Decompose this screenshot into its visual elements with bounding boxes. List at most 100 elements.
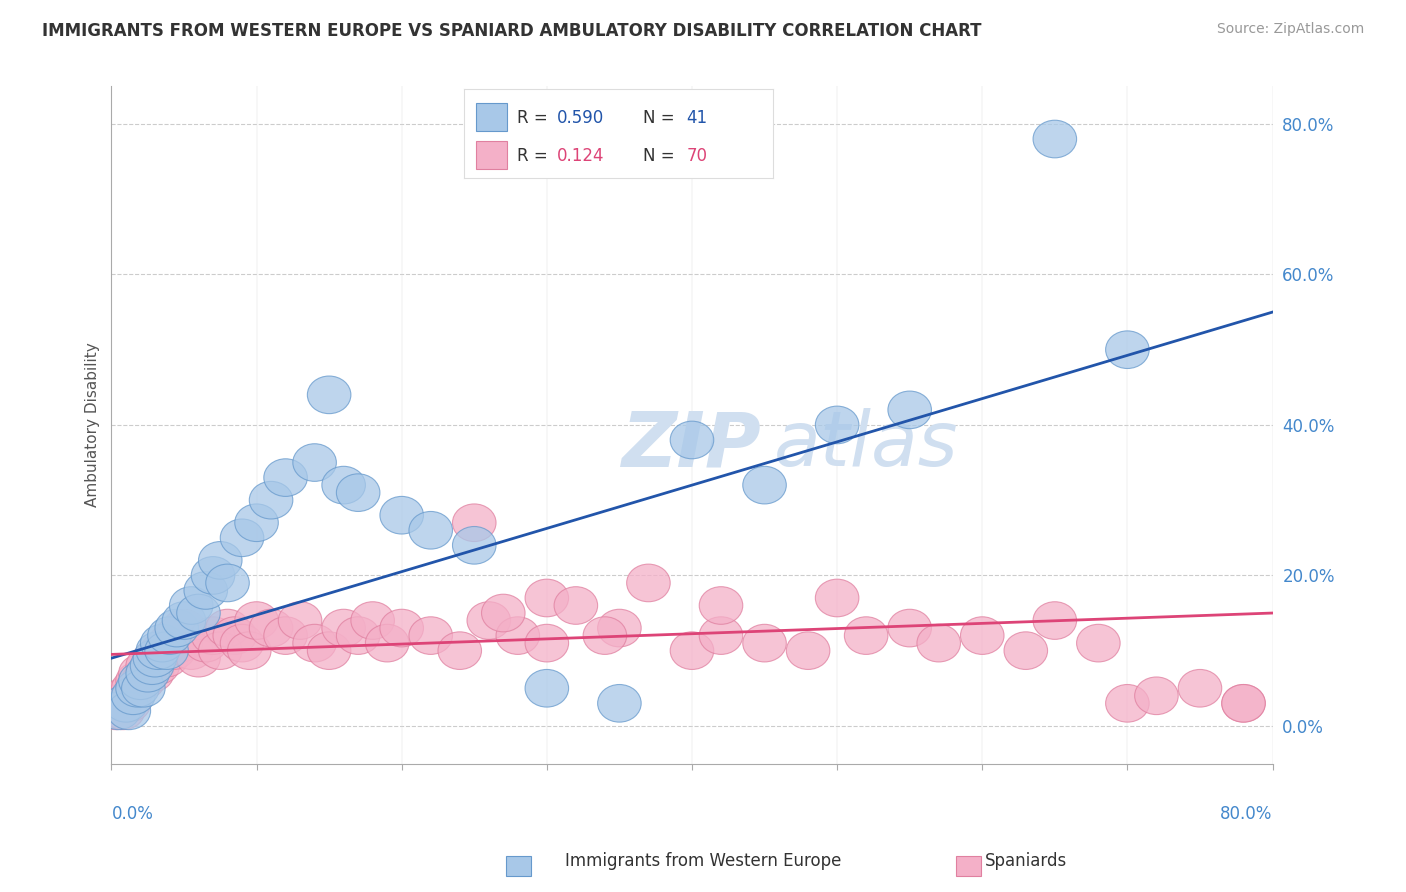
Ellipse shape: [136, 632, 180, 670]
Ellipse shape: [496, 616, 540, 655]
Ellipse shape: [1222, 684, 1265, 723]
Ellipse shape: [184, 572, 228, 609]
Ellipse shape: [598, 609, 641, 647]
Ellipse shape: [249, 609, 292, 647]
Ellipse shape: [97, 692, 141, 730]
Ellipse shape: [699, 587, 742, 624]
Ellipse shape: [118, 662, 162, 699]
Ellipse shape: [1105, 331, 1149, 368]
Ellipse shape: [292, 443, 336, 482]
Ellipse shape: [322, 609, 366, 647]
Ellipse shape: [524, 670, 568, 707]
Ellipse shape: [627, 564, 671, 602]
Ellipse shape: [598, 684, 641, 723]
Ellipse shape: [1222, 684, 1265, 723]
Ellipse shape: [191, 557, 235, 594]
Ellipse shape: [742, 467, 786, 504]
Ellipse shape: [409, 511, 453, 549]
Ellipse shape: [127, 655, 170, 692]
Ellipse shape: [336, 474, 380, 511]
Ellipse shape: [191, 616, 235, 655]
Ellipse shape: [111, 677, 155, 714]
Ellipse shape: [554, 587, 598, 624]
Ellipse shape: [162, 602, 205, 640]
FancyBboxPatch shape: [477, 103, 508, 131]
Ellipse shape: [336, 616, 380, 655]
Ellipse shape: [141, 632, 184, 670]
Ellipse shape: [107, 684, 150, 723]
Ellipse shape: [115, 670, 159, 707]
Ellipse shape: [214, 616, 256, 655]
Ellipse shape: [136, 647, 180, 684]
Ellipse shape: [134, 640, 177, 677]
Ellipse shape: [159, 624, 202, 662]
Ellipse shape: [127, 647, 170, 684]
Ellipse shape: [115, 662, 159, 699]
Ellipse shape: [380, 497, 423, 534]
Ellipse shape: [1135, 677, 1178, 714]
Ellipse shape: [467, 602, 510, 640]
Ellipse shape: [409, 616, 453, 655]
Ellipse shape: [162, 609, 205, 647]
Ellipse shape: [366, 624, 409, 662]
Ellipse shape: [264, 616, 308, 655]
Ellipse shape: [308, 376, 352, 414]
Ellipse shape: [104, 684, 148, 723]
Ellipse shape: [889, 391, 931, 429]
Ellipse shape: [177, 640, 221, 677]
Ellipse shape: [292, 624, 336, 662]
Text: 41: 41: [686, 109, 707, 127]
Ellipse shape: [815, 579, 859, 616]
Ellipse shape: [148, 624, 191, 662]
Ellipse shape: [352, 602, 395, 640]
Ellipse shape: [145, 640, 188, 677]
Ellipse shape: [583, 616, 627, 655]
Ellipse shape: [917, 624, 960, 662]
Ellipse shape: [205, 564, 249, 602]
Ellipse shape: [118, 655, 162, 692]
Ellipse shape: [111, 670, 155, 707]
Ellipse shape: [1004, 632, 1047, 670]
Ellipse shape: [97, 684, 141, 723]
Ellipse shape: [131, 647, 174, 684]
Ellipse shape: [1033, 120, 1077, 158]
Ellipse shape: [94, 692, 138, 730]
Ellipse shape: [1105, 684, 1149, 723]
Ellipse shape: [235, 504, 278, 541]
Ellipse shape: [198, 541, 242, 579]
Ellipse shape: [184, 624, 228, 662]
Text: ZIP: ZIP: [621, 409, 762, 483]
Ellipse shape: [198, 632, 242, 670]
Ellipse shape: [524, 579, 568, 616]
Ellipse shape: [131, 655, 174, 692]
Text: Source: ZipAtlas.com: Source: ZipAtlas.com: [1216, 22, 1364, 37]
Ellipse shape: [322, 467, 366, 504]
Ellipse shape: [170, 632, 214, 670]
Text: 0.590: 0.590: [557, 109, 605, 127]
Ellipse shape: [221, 519, 264, 557]
Ellipse shape: [141, 624, 184, 662]
Ellipse shape: [671, 632, 714, 670]
Ellipse shape: [155, 616, 198, 655]
FancyBboxPatch shape: [477, 141, 508, 169]
Ellipse shape: [177, 594, 221, 632]
Text: 0.0%: 0.0%: [111, 805, 153, 823]
Text: IMMIGRANTS FROM WESTERN EUROPE VS SPANIARD AMBULATORY DISABILITY CORRELATION CHA: IMMIGRANTS FROM WESTERN EUROPE VS SPANIA…: [42, 22, 981, 40]
Ellipse shape: [671, 421, 714, 458]
Ellipse shape: [205, 609, 249, 647]
Ellipse shape: [889, 609, 931, 647]
Text: Immigrants from Western Europe: Immigrants from Western Europe: [565, 852, 841, 870]
Text: atlas: atlas: [773, 409, 959, 483]
Ellipse shape: [101, 692, 145, 730]
Ellipse shape: [453, 504, 496, 541]
Ellipse shape: [453, 526, 496, 564]
Ellipse shape: [380, 609, 423, 647]
Text: 70: 70: [686, 147, 707, 165]
Ellipse shape: [524, 624, 568, 662]
Ellipse shape: [742, 624, 786, 662]
Ellipse shape: [104, 677, 148, 714]
Ellipse shape: [134, 640, 177, 677]
Ellipse shape: [786, 632, 830, 670]
Ellipse shape: [481, 594, 524, 632]
Ellipse shape: [1178, 670, 1222, 707]
